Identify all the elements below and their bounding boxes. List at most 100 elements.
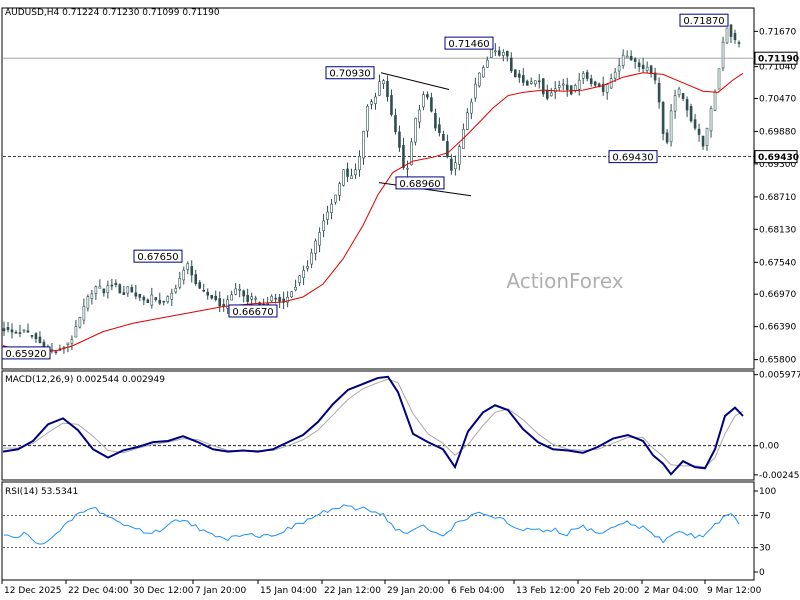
candle-body bbox=[178, 278, 182, 288]
candle-body bbox=[278, 296, 281, 302]
candle-body bbox=[254, 297, 257, 300]
candle-body bbox=[434, 113, 437, 129]
trendline bbox=[380, 72, 450, 91]
candle-body bbox=[625, 55, 629, 59]
price-axis-label: 0.68130 bbox=[759, 225, 796, 235]
price-label: 0.65920 bbox=[5, 349, 46, 360]
candle-body bbox=[545, 90, 549, 99]
candle-body bbox=[737, 42, 741, 44]
macd-title: MACD(12,26,9) 0.002544 0.002949 bbox=[5, 375, 165, 385]
rsi-plot bbox=[3, 504, 754, 549]
candle-body bbox=[130, 287, 134, 293]
candle-body bbox=[454, 162, 457, 170]
candle-body bbox=[318, 232, 321, 246]
macd-axis-label: 0.005977 bbox=[759, 371, 800, 381]
candle-body bbox=[374, 96, 377, 104]
candle-body bbox=[697, 128, 701, 135]
candle-body bbox=[230, 294, 233, 301]
candle-body bbox=[190, 266, 194, 276]
candle-body bbox=[585, 72, 589, 79]
price-label-box bbox=[679, 13, 729, 27]
price-axis-label: 0.70470 bbox=[759, 94, 796, 104]
candle-body bbox=[26, 330, 30, 333]
candle-body bbox=[621, 54, 625, 66]
candle-body bbox=[382, 80, 385, 85]
candle-body bbox=[458, 146, 461, 165]
price-axis-label: 0.69880 bbox=[759, 127, 796, 137]
candle-body bbox=[705, 128, 709, 146]
candle-body bbox=[94, 286, 98, 294]
candle-body bbox=[541, 78, 545, 95]
candle-body bbox=[482, 67, 485, 78]
candle-body bbox=[210, 294, 214, 299]
price-label-box bbox=[395, 176, 445, 190]
rsi-axis-label: 0 bbox=[759, 568, 765, 578]
candle-body bbox=[418, 109, 421, 123]
candle-body bbox=[721, 41, 725, 69]
candle-body bbox=[693, 119, 697, 129]
candle-body bbox=[370, 101, 373, 105]
candle-body bbox=[98, 285, 102, 289]
axes: 0.71670 0.71040 0.70470 0.69880 0.69300 0.687… bbox=[1, 27, 800, 596]
symbol-info-header: AUDUSD,H4 0.71224 0.71230 0.71099 0.7119… bbox=[5, 8, 220, 18]
price-label-box bbox=[444, 36, 494, 50]
axis-price-tag bbox=[754, 150, 798, 164]
axis-price-tag-label: 0.71190 bbox=[758, 55, 799, 65]
candle-body bbox=[290, 291, 293, 298]
candle-body bbox=[134, 292, 138, 297]
candle-body bbox=[302, 270, 305, 278]
macd-panel-frame bbox=[1, 370, 755, 481]
price-label-box bbox=[133, 249, 183, 263]
moving-average-line bbox=[2, 72, 744, 355]
candle-body bbox=[238, 288, 241, 291]
candle-body bbox=[613, 71, 617, 79]
candle-body bbox=[709, 108, 713, 132]
candle-body bbox=[466, 112, 469, 130]
candle-body bbox=[725, 27, 729, 44]
candle-body bbox=[342, 169, 345, 186]
candle-body bbox=[573, 85, 577, 91]
candle-body bbox=[394, 115, 397, 133]
macd-axis-label: 0.00 bbox=[759, 442, 779, 452]
candle-body bbox=[138, 293, 142, 298]
candle-body bbox=[430, 97, 433, 112]
candle-body bbox=[446, 141, 449, 158]
candle-body bbox=[358, 156, 361, 171]
candle-body bbox=[677, 88, 681, 96]
rsi-axis-label: 70 bbox=[759, 511, 771, 521]
time-axis-label: 9 Mar 12:00 bbox=[707, 586, 762, 596]
candle-body bbox=[565, 84, 569, 91]
candle-body bbox=[162, 300, 166, 303]
price-axis-label: 0.68710 bbox=[759, 193, 796, 203]
candle-body bbox=[294, 286, 297, 291]
candle-body bbox=[102, 288, 106, 294]
candle-body bbox=[498, 50, 501, 56]
rsi-title: RSI(14) 53.5341 bbox=[5, 487, 78, 497]
candle-body bbox=[250, 296, 253, 300]
rsi-panel-frame bbox=[1, 481, 755, 581]
candle-body bbox=[366, 105, 369, 132]
time-axis-label: 7 Jan 20:00 bbox=[195, 586, 247, 596]
candle-body bbox=[605, 84, 609, 93]
candle-body bbox=[270, 296, 273, 302]
candle-body bbox=[242, 290, 245, 297]
candle-body bbox=[537, 80, 541, 83]
candle-body bbox=[274, 297, 277, 300]
candle-body bbox=[126, 286, 130, 294]
price-label: 0.71460 bbox=[448, 39, 489, 50]
candle-body bbox=[182, 269, 186, 281]
candle-body bbox=[194, 274, 198, 285]
candle-body bbox=[114, 282, 118, 285]
candle-body bbox=[422, 94, 425, 108]
candle-body bbox=[593, 81, 597, 86]
candle-body bbox=[198, 282, 202, 289]
candle-body bbox=[450, 158, 453, 171]
axis-price-tag bbox=[754, 51, 798, 65]
candle-body bbox=[713, 91, 717, 111]
candle-body bbox=[122, 292, 126, 295]
candle-body bbox=[717, 68, 721, 90]
candle-body bbox=[689, 106, 693, 122]
time-axis-label: 30 Dec 12:00 bbox=[133, 586, 194, 596]
candle-body bbox=[146, 299, 150, 304]
